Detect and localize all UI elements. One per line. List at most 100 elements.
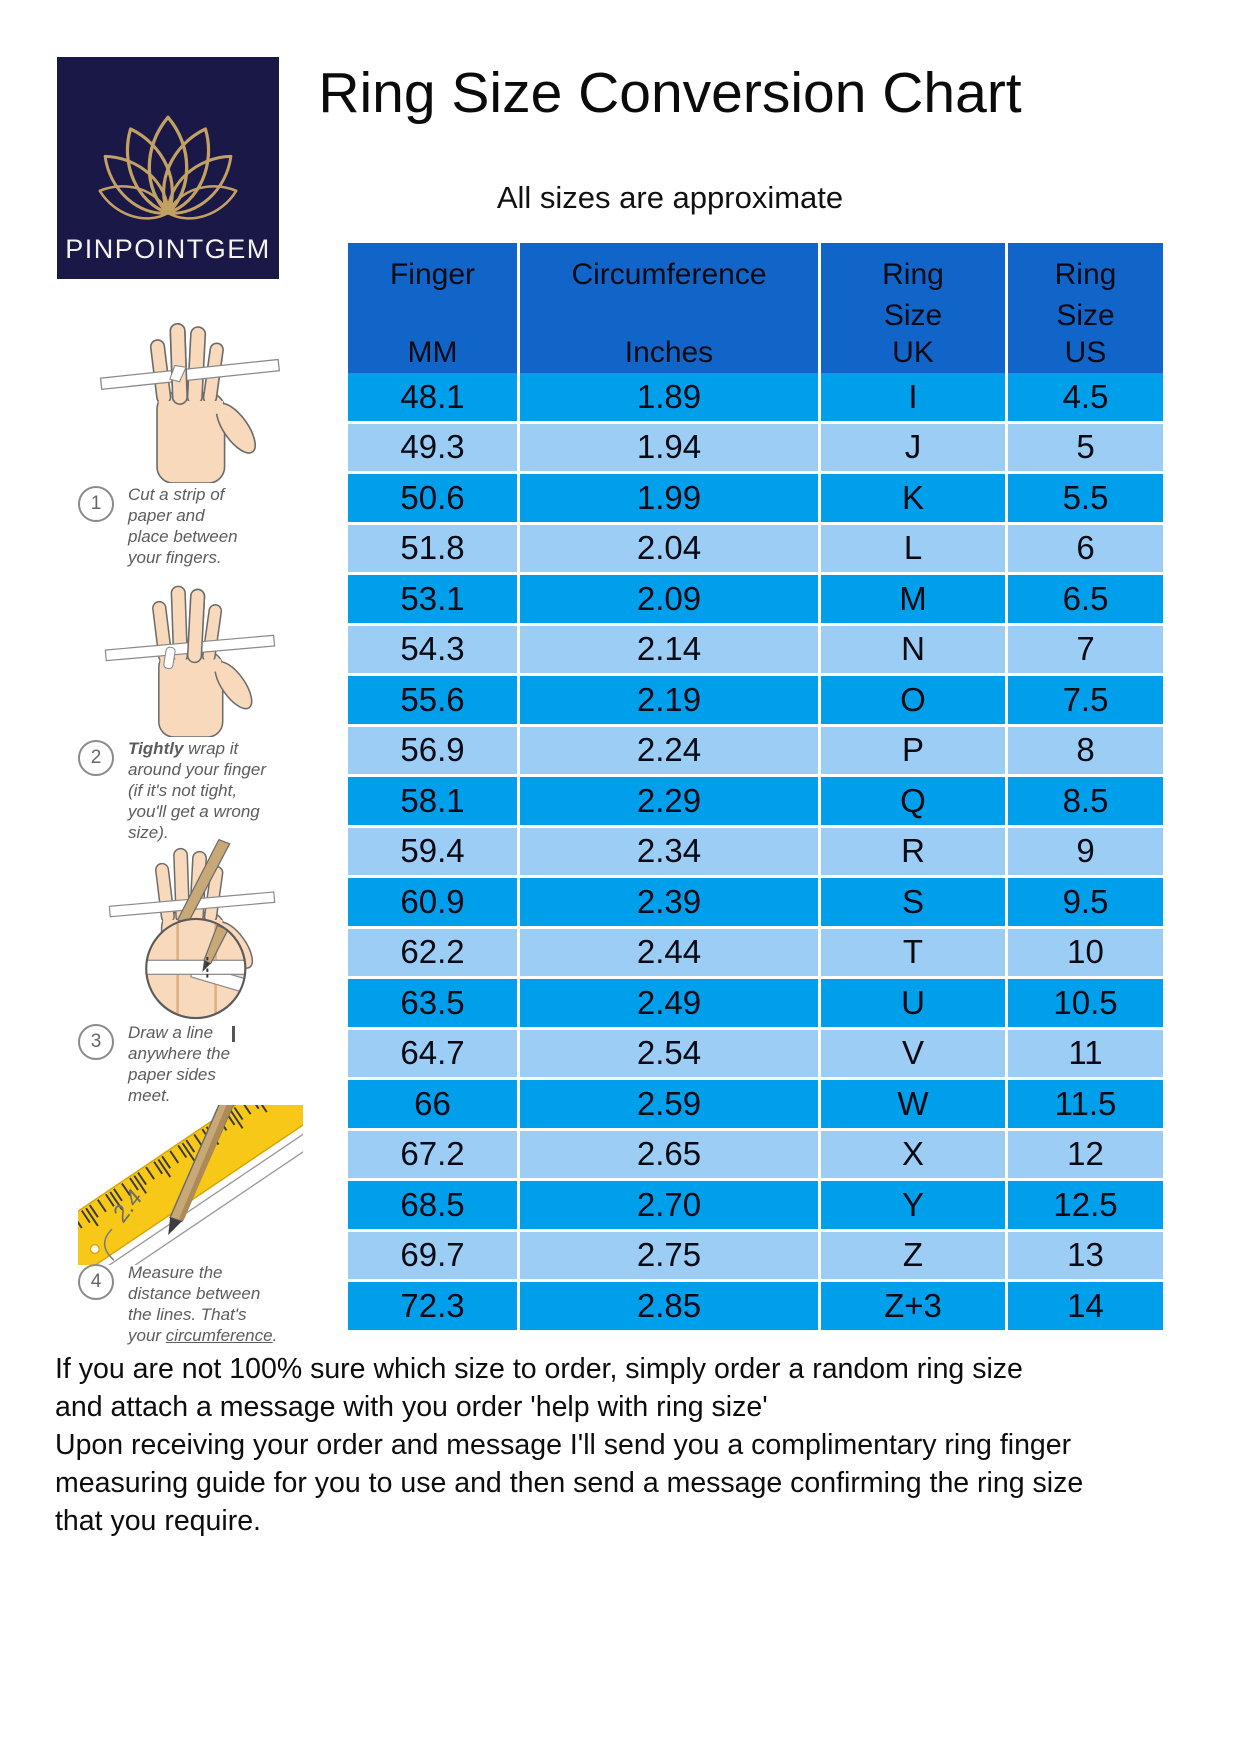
table-cell: 2.75: [520, 1231, 818, 1279]
table-cell: 51.8: [348, 524, 517, 572]
table-row: 54.3 2.14 N 7: [348, 625, 1163, 673]
table-cell: 50.6: [348, 474, 517, 522]
table-cell: 67.2: [348, 1130, 517, 1178]
step-4: 4 Measure the distance between the lines…: [78, 1262, 278, 1346]
table-cell: N: [821, 625, 1005, 673]
table-row: 53.1 2.09 M 6.5: [348, 575, 1163, 623]
table-cell: 10: [1008, 928, 1163, 976]
table-body: 48.1 1.89 I 4.5 49.3 1.94 J 5 50.6 1.99 K 5.5 51.8 2.…: [348, 373, 1163, 1330]
table-row: 62.2 2.44 T 10: [348, 928, 1163, 976]
table-cell: 2.85: [520, 1282, 818, 1330]
table-cell: P: [821, 726, 1005, 774]
step-4-number-badge: 4: [78, 1264, 114, 1300]
table-row: 60.9 2.39 S 9.5: [348, 878, 1163, 926]
step-4-text: Measure the distance between the lines. …: [128, 1263, 278, 1345]
table-cell: 13: [1008, 1231, 1163, 1279]
table-row: 67.2 2.65 X 12: [348, 1130, 1163, 1178]
table-cell: 1.94: [520, 423, 818, 471]
table-cell: 7.5: [1008, 676, 1163, 724]
table-cell: 4.5: [1008, 373, 1163, 421]
table-cell: 11: [1008, 1029, 1163, 1077]
table-cell: 48.1: [348, 373, 517, 421]
table-cell: L: [821, 524, 1005, 572]
table-cell: 9: [1008, 827, 1163, 875]
table-cell: M: [821, 575, 1005, 623]
table-cell: 12.5: [1008, 1181, 1163, 1229]
table-cell: O: [821, 676, 1005, 724]
table-cell: 9.5: [1008, 878, 1163, 926]
stray-mark: [232, 1026, 235, 1042]
table-cell: 1.99: [520, 474, 818, 522]
lotus-flower-icon: [98, 115, 238, 220]
table-cell: 2.65: [520, 1130, 818, 1178]
table-row: 48.1 1.89 I 4.5: [348, 373, 1163, 421]
table-cell: 2.19: [520, 676, 818, 724]
page-title: Ring Size Conversion Chart: [318, 61, 1022, 125]
table-cell: 63.5: [348, 979, 517, 1027]
step-1: 1 Cut a strip of paper and place between…: [78, 484, 240, 568]
table-row: 59.4 2.34 R 9: [348, 827, 1163, 875]
table-cell: 14: [1008, 1282, 1163, 1330]
table-row: 68.5 2.70 Y 12.5: [348, 1181, 1163, 1229]
footer-line: If you are not 100% sure which size to o…: [55, 1353, 1023, 1385]
column-header-finger-mm: Finger MM: [348, 243, 517, 380]
table-cell: 6: [1008, 524, 1163, 572]
footer-line: and attach a message with you order 'hel…: [55, 1391, 768, 1423]
table-cell: 2.54: [520, 1029, 818, 1077]
table-header-row: Finger MM Circumference Inches Ring Size…: [348, 243, 1163, 380]
step-2-number-badge: 2: [78, 740, 114, 776]
footer-note: If you are not 100% sure which size to o…: [55, 1350, 1205, 1540]
footer-line: Upon receiving your order and message I'…: [55, 1429, 1072, 1461]
table-cell: 56.9: [348, 726, 517, 774]
table-cell: R: [821, 827, 1005, 875]
step-3-text: Draw a line anywhere the paper sides mee…: [128, 1023, 231, 1105]
step-1-text: Cut a strip of paper and place between y…: [128, 485, 238, 567]
table-cell: 2.49: [520, 979, 818, 1027]
footer-line: that you require.: [55, 1505, 261, 1537]
table-cell: 64.7: [348, 1029, 517, 1077]
table-row: 63.5 2.49 U 10.5: [348, 979, 1163, 1027]
table-cell: U: [821, 979, 1005, 1027]
hand-with-paper-strip-icon: [99, 322, 281, 483]
table-row: 51.8 2.04 L 6: [348, 524, 1163, 572]
table-cell: 10.5: [1008, 979, 1163, 1027]
step-2: 2 Tightly wrap it around your finger (if…: [78, 738, 278, 843]
table-cell: 53.1: [348, 575, 517, 623]
table-row: 66 2.59 W 11.5: [348, 1080, 1163, 1128]
table-cell: 69.7: [348, 1231, 517, 1279]
column-header-ring-size-uk: Ring Size UK: [821, 243, 1005, 380]
table-cell: 2.09: [520, 575, 818, 623]
table-cell: 55.6: [348, 676, 517, 724]
table-cell: 2.24: [520, 726, 818, 774]
table-cell: Z+3: [821, 1282, 1005, 1330]
table-cell: I: [821, 373, 1005, 421]
table-cell: W: [821, 1080, 1005, 1128]
table-cell: 5.5: [1008, 474, 1163, 522]
table-cell: 2.70: [520, 1181, 818, 1229]
column-header-circumference-inches: Circumference Inches: [520, 243, 818, 380]
page-subtitle: All sizes are approximate: [496, 180, 844, 215]
table-cell: 2.59: [520, 1080, 818, 1128]
table-cell: 49.3: [348, 423, 517, 471]
table-cell: 2.39: [520, 878, 818, 926]
table-cell: 11.5: [1008, 1080, 1163, 1128]
brand-name: PINPOINTGEM: [65, 234, 271, 264]
table-cell: 66: [348, 1080, 517, 1128]
brand-logo: PINPOINTGEM: [57, 57, 279, 279]
step-2-text: Tightly wrap it around your finger (if i…: [128, 739, 266, 842]
table-cell: X: [821, 1130, 1005, 1178]
table-cell: Q: [821, 777, 1005, 825]
table-cell: 2.14: [520, 625, 818, 673]
table-cell: 12: [1008, 1130, 1163, 1178]
table-cell: 58.1: [348, 777, 517, 825]
table-cell: J: [821, 423, 1005, 471]
table-cell: 2.34: [520, 827, 818, 875]
table-row: 56.9 2.24 P 8: [348, 726, 1163, 774]
column-header-ring-size-us: Ring Size US: [1008, 243, 1163, 380]
table-cell: 72.3: [348, 1282, 517, 1330]
table-cell: Y: [821, 1181, 1005, 1229]
table-row: 58.1 2.29 Q 8.5: [348, 777, 1163, 825]
step-1-number-badge: 1: [78, 486, 114, 522]
table-cell: 2.44: [520, 928, 818, 976]
